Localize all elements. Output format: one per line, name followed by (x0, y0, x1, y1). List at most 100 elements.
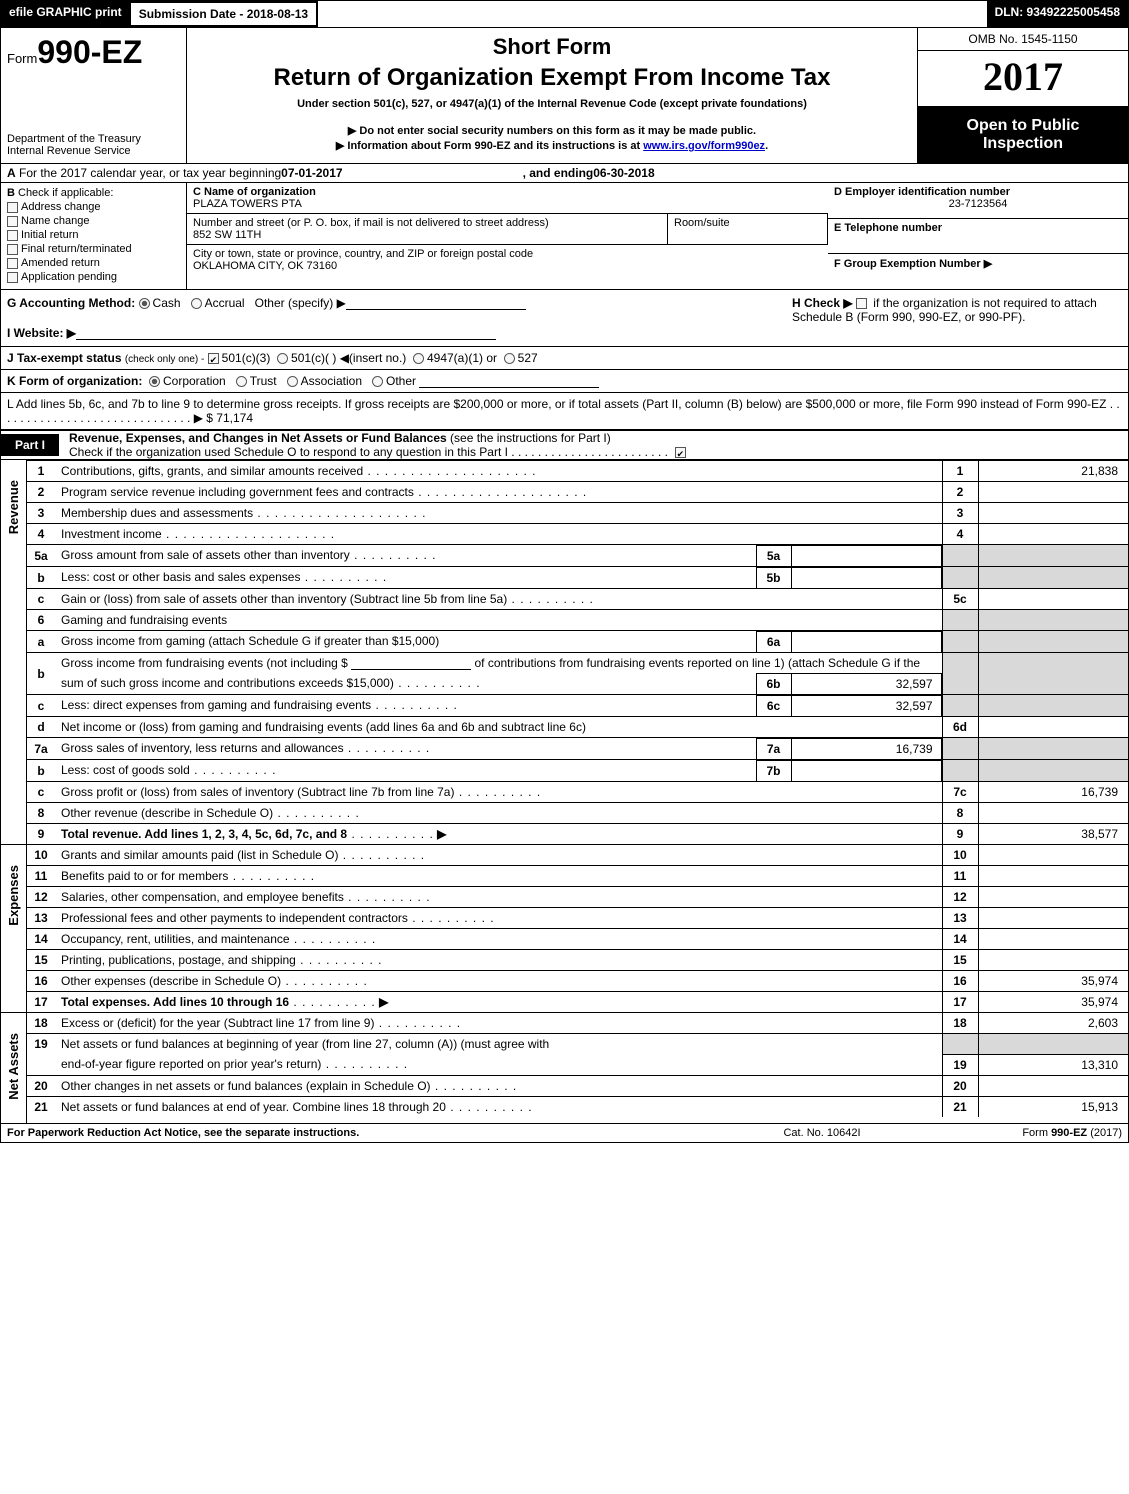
j-label: J Tax-exempt status (7, 351, 122, 365)
line-13-rv (978, 908, 1128, 929)
line-10-num: 10 (27, 845, 55, 866)
radio-association[interactable] (287, 376, 298, 387)
top-bar: efile GRAPHIC print Submission Date - 20… (1, 1, 1128, 27)
radio-4947[interactable] (413, 353, 424, 364)
line-7a-num: 7a (27, 738, 55, 760)
website-input[interactable] (76, 328, 496, 340)
line-7b-desc: Less: cost of goods sold (55, 760, 756, 781)
footer-right-pre: Form (1022, 1127, 1051, 1139)
line-5c-rn: 5c (942, 589, 978, 610)
line-6d-rv (978, 717, 1128, 738)
radio-trust[interactable] (236, 376, 247, 387)
section-c: C Name of organization PLAZA TOWERS PTA … (187, 183, 828, 289)
arrow-icon: ▶ (379, 995, 388, 1009)
chk-amended-return[interactable]: Amended return (7, 257, 180, 269)
line-19-desc: Net assets or fund balances at beginning… (61, 1037, 936, 1051)
dept-line2: Internal Revenue Service (7, 145, 180, 157)
dept-line1: Department of the Treasury (7, 133, 180, 145)
line-17-rv: 35,974 (978, 992, 1128, 1013)
arrow-icon: ▶ (437, 827, 446, 841)
checkbox-icon (7, 244, 18, 255)
k-other-input[interactable] (419, 376, 599, 388)
line-6a-wrap: Gross income from gaming (attach Schedul… (55, 631, 942, 653)
under-section: Under section 501(c), 527, or 4947(a)(1)… (197, 98, 907, 110)
ein-label: D Employer identification number (834, 186, 1122, 198)
line-14-rv (978, 929, 1128, 950)
line-12-rv (978, 887, 1128, 908)
line-6b-amount-input[interactable] (351, 658, 471, 670)
g-other-input[interactable] (346, 298, 526, 310)
line-5b-num: b (27, 567, 55, 589)
line-9-rv: 38,577 (978, 824, 1128, 845)
dln-box: DLN: 93492225005458 (987, 1, 1128, 27)
radio-501c[interactable] (277, 353, 288, 364)
line-1-num: 1 (27, 461, 55, 482)
arrow2-post: . (765, 140, 768, 152)
section-k: K Form of organization: Corporation Trus… (1, 369, 1128, 392)
line-7c-desc: Gross profit or (loss) from sales of inv… (55, 782, 942, 803)
org-name-label: C Name of organization (193, 186, 822, 198)
open-to-public-box: Open to Public Inspection (918, 107, 1128, 163)
efile-print-button[interactable]: efile GRAPHIC print (1, 1, 131, 27)
expenses-sidebar-label: Expenses (6, 845, 21, 946)
room-label: Room/suite (674, 217, 821, 229)
chk-address-change[interactable]: Address change (7, 201, 180, 213)
group-exemption-label: F Group Exemption Number (834, 258, 981, 270)
line-11-rn: 11 (942, 866, 978, 887)
line-15-desc: Printing, publications, postage, and shi… (55, 950, 942, 971)
line-12-rn: 12 (942, 887, 978, 908)
line-10-desc: Grants and similar amounts paid (list in… (55, 845, 942, 866)
line-6c-wrap: Less: direct expenses from gaming and fu… (55, 695, 942, 717)
line-6b-rv-shade (978, 653, 1128, 695)
part1-schedule-o-checkbox[interactable] (675, 447, 686, 458)
line-5b-rv-shade (978, 567, 1128, 589)
g-label: G Accounting Method: (7, 296, 135, 310)
chk-final-return[interactable]: Final return/terminated (7, 243, 180, 255)
line-18-desc: Excess or (deficit) for the year (Subtra… (55, 1013, 942, 1034)
section-e: E Telephone number (828, 219, 1128, 255)
line-6a-rn-shade (942, 631, 978, 653)
line-6a-mn: 6a (756, 631, 792, 652)
chk-501c3[interactable] (208, 353, 219, 364)
chk-name-change[interactable]: Name change (7, 215, 180, 227)
checkbox-icon (7, 202, 18, 213)
h-checkbox[interactable] (856, 298, 867, 309)
g-accrual: Accrual (205, 296, 245, 310)
j-note: (check only one) - (125, 354, 204, 365)
instructions-link[interactable]: www.irs.gov/form990ez (643, 140, 765, 152)
line-4-desc: Investment income (55, 524, 942, 545)
line-19-rn-shade (942, 1034, 978, 1055)
line-7c-num: c (27, 782, 55, 803)
part1-header: Part I Revenue, Expenses, and Changes in… (1, 429, 1128, 460)
section-b: B Check if applicable: Address change Na… (1, 183, 187, 289)
radio-other-org[interactable] (372, 376, 383, 387)
line-20-num: 20 (27, 1075, 55, 1096)
line-7c-rv: 16,739 (978, 782, 1128, 803)
k-o4: Other (386, 374, 416, 388)
chk-application-pending[interactable]: Application pending (7, 271, 180, 283)
radio-cash[interactable] (139, 298, 150, 309)
line-15-rn: 15 (942, 950, 978, 971)
org-name-block: C Name of organization PLAZA TOWERS PTA (187, 183, 828, 213)
line-5a-rn-shade (942, 545, 978, 567)
radio-accrual[interactable] (191, 298, 202, 309)
line-17-desc: Total expenses. Add lines 10 through 16 (61, 995, 289, 1009)
line-5a-rv-shade (978, 545, 1128, 567)
line-7b-num: b (27, 760, 55, 782)
street-label: Number and street (or P. O. box, if mail… (193, 217, 661, 229)
submission-date-box: Submission Date - 2018-08-13 (131, 1, 318, 27)
line-6b-d2: of contributions from fundraising events… (471, 656, 920, 670)
radio-corporation[interactable] (149, 376, 160, 387)
chk-initial-return[interactable]: Initial return (7, 229, 180, 241)
line-5b-mn: 5b (756, 567, 792, 588)
section-h: H Check ▶ if the organization is not req… (782, 296, 1122, 340)
line-18-rv: 2,603 (978, 1013, 1128, 1034)
line-21-num: 21 (27, 1096, 55, 1117)
radio-527[interactable] (504, 353, 515, 364)
line-5a-num: 5a (27, 545, 55, 567)
chk-amended-return-label: Amended return (21, 257, 100, 269)
line-16-desc: Other expenses (describe in Schedule O) (55, 971, 942, 992)
line-12-desc: Salaries, other compensation, and employ… (55, 887, 942, 908)
line-4-num: 4 (27, 524, 55, 545)
section-a-pre: For the 2017 calendar year, or tax year … (19, 166, 281, 180)
